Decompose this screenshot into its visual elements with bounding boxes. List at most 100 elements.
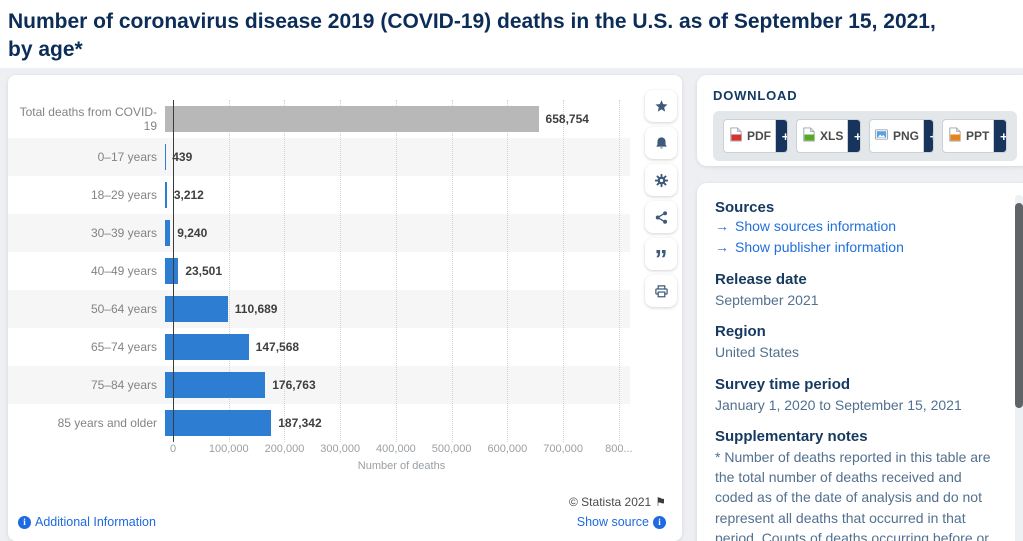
alerts-bell-button[interactable] (645, 127, 677, 159)
citation-quote-button[interactable]: ” (645, 238, 677, 272)
bar-value-label: 439 (172, 150, 193, 164)
additional-information-label: Additional Information (35, 515, 156, 529)
bar-value-label: 176,763 (272, 378, 316, 392)
bar[interactable] (165, 296, 228, 322)
plot-segment: 176,763 (165, 366, 630, 404)
download-plus-button[interactable]: + (775, 120, 787, 152)
bar[interactable] (165, 334, 249, 360)
chart-row: 75–84 years 176,763 (8, 366, 630, 404)
category-label: 0–17 years (97, 150, 157, 164)
download-heading: DOWNLOAD (713, 88, 798, 103)
favorite-star-button[interactable] (645, 90, 677, 122)
bar[interactable] (165, 182, 167, 208)
chart-row: 0–17 years 439 (8, 138, 630, 176)
download-format-label: PDF (747, 129, 771, 143)
bell-icon (654, 136, 669, 151)
arrow-icon: → (715, 239, 729, 255)
download-ppt-button[interactable]: PPT + (942, 119, 1007, 153)
bar-value-label: 110,689 (234, 302, 278, 316)
chart-row: 85 years and older 187,342 (8, 404, 630, 442)
copyright-line: © Statista 2021 ⚑ (569, 495, 666, 509)
download-button-body: PDF (724, 120, 775, 152)
sources-heading: Sources (715, 199, 775, 216)
bar-value-label: 9,240 (177, 226, 208, 240)
details-scrollbar-thumb[interactable] (1015, 203, 1023, 408)
chart-row: 18–29 years 3,212 (8, 176, 630, 214)
x-tick-label: 600,000 (487, 443, 528, 455)
release-date-heading: Release date (715, 271, 807, 288)
share-button[interactable] (645, 201, 677, 233)
plot-segment: 439 (165, 138, 630, 176)
bar-value-label: 658,754 (545, 112, 589, 126)
pdf-file-icon (728, 127, 743, 145)
plot-segment: 187,342 (165, 404, 630, 442)
x-tick-label: 800... (605, 443, 633, 455)
print-button[interactable] (645, 275, 677, 307)
download-xls-button[interactable]: XLS + (796, 119, 861, 153)
show-publisher-information-label: Show publisher information (735, 239, 904, 255)
chart-card: Total deaths from COVID-19 658,754 0–17 ye… (8, 75, 682, 541)
x-tick-label: 400,000 (376, 443, 416, 455)
additional-information-link[interactable]: i Additional Information (18, 515, 156, 529)
star-icon (654, 99, 669, 114)
download-png-button[interactable]: PNG+ (869, 119, 934, 153)
download-plus-button[interactable]: + (923, 120, 933, 152)
page-header: Number of coronavirus disease 2019 (COVI… (0, 0, 1023, 68)
flag-icon: ⚑ (655, 495, 666, 509)
x-tick-label: 0 (169, 443, 177, 455)
chart-action-toolbar: ” (645, 90, 677, 307)
download-button-body: PNG (870, 120, 923, 152)
category-label: 65–74 years (90, 340, 157, 354)
plot-segment: 658,754 (165, 100, 630, 138)
bar[interactable] (165, 410, 272, 436)
bar-value-label: 147,568 (255, 340, 300, 354)
category-label: 50–64 years (90, 302, 157, 316)
settings-gear-button[interactable] (645, 164, 677, 196)
x-tick-label: 200,000 (264, 443, 305, 455)
download-format-label: PPT (966, 129, 990, 143)
png-image-icon (874, 127, 889, 145)
download-button-body: PPT (943, 120, 993, 152)
category-label: Total deaths from COVID-19 (19, 105, 157, 133)
show-source-link[interactable]: Show source i (577, 515, 666, 529)
ppt-file-icon (947, 127, 962, 145)
category-label: 40–49 years (90, 264, 157, 278)
chart-x-axis-label: Number of deaths (357, 460, 446, 472)
chart-row: 65–74 years 147,568 (8, 328, 630, 366)
plot-segment: 147,568 (165, 328, 630, 366)
info-icon: i (653, 515, 666, 529)
download-pdf-button[interactable]: PDF + (723, 119, 788, 153)
x-tick-label: 300,000 (320, 443, 361, 455)
chart-y-axis-line (173, 100, 174, 442)
bar-value-label: 23,501 (185, 264, 223, 278)
download-plus-button[interactable]: + (847, 120, 860, 152)
download-card: DOWNLOAD PDF+XLS+PNG+PPT+ (697, 75, 1023, 166)
chart-row: 50–64 years 110,689 (8, 290, 630, 328)
bar[interactable] (165, 372, 266, 398)
chart-x-ticks: 0 100,000 200,000 300,000 400,000 500,000 600,… (8, 443, 682, 457)
supplementary-notes-text: * Number of deaths reported in this tabl… (715, 448, 991, 541)
bar-value-label: 187,342 (278, 416, 322, 430)
bar[interactable] (165, 258, 179, 284)
plot-segment: 3,212 (165, 176, 630, 214)
bar-value-label: 3,212 (173, 188, 204, 202)
show-publisher-information-link[interactable]: → Show publisher information (715, 237, 997, 258)
survey-time-period-heading: Survey time period (715, 375, 851, 393)
category-label: 30–39 years (90, 226, 157, 240)
download-button-body: XLS (797, 120, 847, 152)
category-label: 18–29 years (90, 188, 157, 202)
show-sources-information-label: Show sources information (735, 218, 897, 234)
details-scrollbar-track[interactable] (1015, 195, 1023, 541)
supplementary-notes-heading: Supplementary notes (715, 427, 868, 445)
bar[interactable] (165, 220, 171, 246)
show-sources-information-link[interactable]: → Show sources information (715, 216, 997, 237)
x-tick-label: 100,000 (208, 443, 249, 455)
bar[interactable] (165, 106, 539, 132)
download-format-label: PNG (893, 129, 920, 143)
page-title: Number of coronavirus disease 2019 (COVI… (8, 10, 936, 61)
download-plus-button[interactable]: + (993, 120, 1006, 152)
x-tick-label: 700,000 (543, 443, 583, 455)
info-icon: i (18, 515, 31, 529)
printer-icon (654, 284, 669, 299)
chart-row: 40–49 years 23,501 (8, 252, 630, 290)
